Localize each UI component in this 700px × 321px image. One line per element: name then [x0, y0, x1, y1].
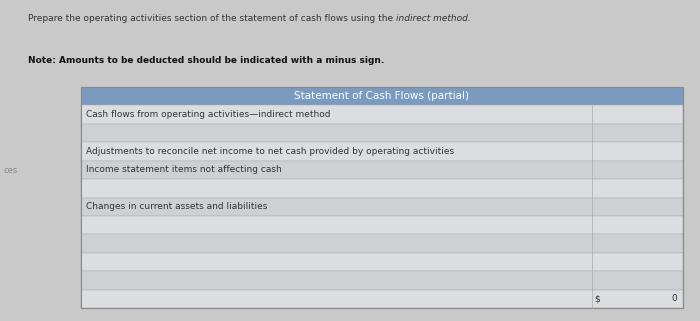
Text: Statement of Cash Flows (partial): Statement of Cash Flows (partial) [294, 91, 469, 101]
Text: Prepare the operating activities section of the statement of cash flows using th: Prepare the operating activities section… [28, 14, 396, 23]
Text: Cash flows from operating activities—indirect method: Cash flows from operating activities—ind… [86, 110, 330, 119]
Text: Income statement items not affecting cash: Income statement items not affecting cas… [86, 166, 282, 175]
Text: 0: 0 [671, 294, 677, 303]
Text: Adjustments to reconcile net income to net cash provided by operating activities: Adjustments to reconcile net income to n… [86, 147, 454, 156]
Text: $: $ [594, 294, 600, 303]
Text: ces: ces [4, 166, 18, 175]
Text: indirect method.: indirect method. [396, 14, 470, 23]
Text: Note: Amounts to be deducted should be indicated with a minus sign.: Note: Amounts to be deducted should be i… [28, 56, 384, 65]
Text: Changes in current assets and liabilities: Changes in current assets and liabilitie… [86, 202, 267, 211]
